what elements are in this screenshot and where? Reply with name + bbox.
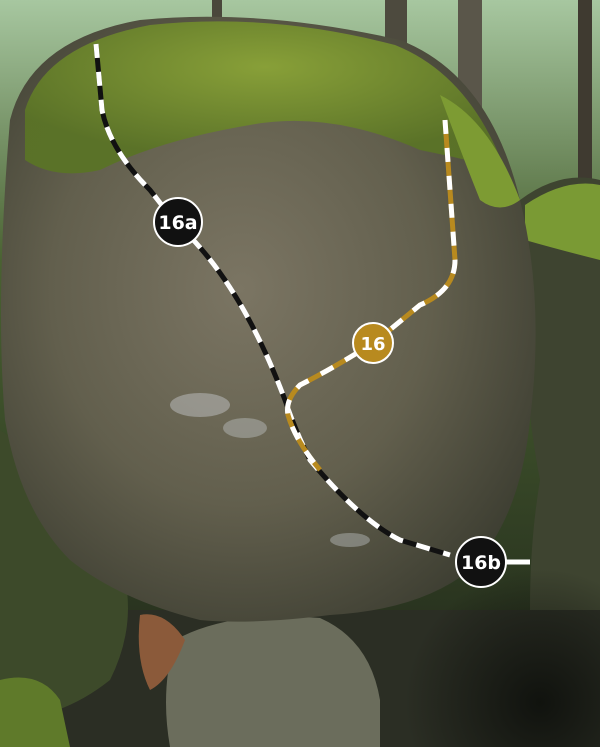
- shadow: [300, 450, 600, 747]
- side-rock-moss: [525, 183, 600, 260]
- tree-trunk: [578, 0, 592, 180]
- left-moss: [0, 677, 70, 747]
- leaf-litter: [138, 614, 185, 690]
- route-16-line: [285, 119, 458, 472]
- route-label-16[interactable]: 16: [352, 322, 394, 364]
- route-label-16b[interactable]: 16b: [455, 536, 507, 588]
- route-label-16a[interactable]: 16a: [153, 197, 203, 247]
- svg-text:16a: 16a: [158, 212, 197, 234]
- chalk-mark: [223, 418, 267, 438]
- boulder-moss: [25, 21, 505, 174]
- chalk-mark: [170, 393, 230, 417]
- svg-text:16b: 16b: [461, 552, 501, 574]
- svg-text:16: 16: [360, 334, 385, 355]
- tree-trunk: [212, 0, 222, 20]
- boulder-moss-edge: [440, 95, 520, 208]
- route-16a-line: [93, 43, 451, 558]
